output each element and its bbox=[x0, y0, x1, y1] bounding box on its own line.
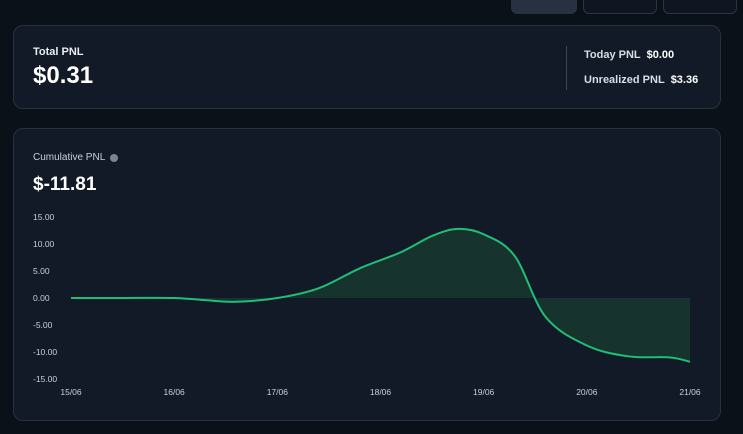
y-tick-label: 0.00 bbox=[33, 293, 50, 303]
cumulative-pnl-label: Cumulative PNL bbox=[33, 152, 106, 163]
y-tick-label: -10.00 bbox=[33, 347, 57, 357]
y-tick-label: 15.00 bbox=[33, 212, 55, 222]
series-area bbox=[71, 228, 690, 362]
range-tab[interactable] bbox=[511, 0, 577, 14]
x-tick-label: 18/06 bbox=[370, 387, 392, 397]
cumulative-pnl-chart: 15.00 10.00 5.00 0.00 -5.00 -10.00 -15.0015/06… bbox=[33, 212, 701, 397]
unrealized-pnl-label: Unrealized PNL bbox=[584, 74, 665, 86]
x-tick-label: 17/06 bbox=[267, 387, 289, 397]
today-pnl-label: Today PNL bbox=[584, 49, 641, 61]
x-tick-label: 15/06 bbox=[60, 387, 82, 397]
info-icon[interactable] bbox=[110, 153, 119, 162]
x-tick-label: 16/06 bbox=[164, 387, 186, 397]
total-pnl-card: Total PNL $0.31 Today PNL $0.00 Unrealize… bbox=[13, 25, 721, 109]
range-tab[interactable] bbox=[583, 0, 657, 14]
x-tick-label: 20/06 bbox=[576, 387, 598, 397]
total-pnl-value: $0.31 bbox=[33, 62, 94, 89]
today-pnl-value: $0.00 bbox=[646, 49, 675, 61]
cumulative-pnl-card: Cumulative PNL $-11.81 15.00 10.00 5.00 0.0… bbox=[13, 128, 721, 421]
cumulative-pnl-value: $-11.81 bbox=[33, 174, 97, 195]
x-tick-label: 21/06 bbox=[679, 387, 701, 397]
divider bbox=[566, 46, 567, 90]
y-tick-label: -5.00 bbox=[33, 320, 53, 330]
x-tick-label: 19/06 bbox=[473, 387, 495, 397]
y-tick-label: 5.00 bbox=[33, 266, 50, 276]
range-tab[interactable] bbox=[663, 0, 737, 14]
series-line bbox=[70, 227, 691, 363]
total-pnl-label: Total PNL bbox=[33, 46, 84, 58]
y-tick-label: -15.00 bbox=[33, 374, 57, 384]
today-pnl: Today PNL $0.00 bbox=[584, 49, 674, 61]
y-tick-label: 10.00 bbox=[33, 239, 55, 249]
unrealized-pnl-value: $3.36 bbox=[670, 74, 699, 86]
range-tabs bbox=[511, 0, 737, 14]
unrealized-pnl: Unrealized PNL $3.36 bbox=[584, 74, 698, 86]
cumulative-pnl-header: Cumulative PNL bbox=[33, 152, 119, 163]
